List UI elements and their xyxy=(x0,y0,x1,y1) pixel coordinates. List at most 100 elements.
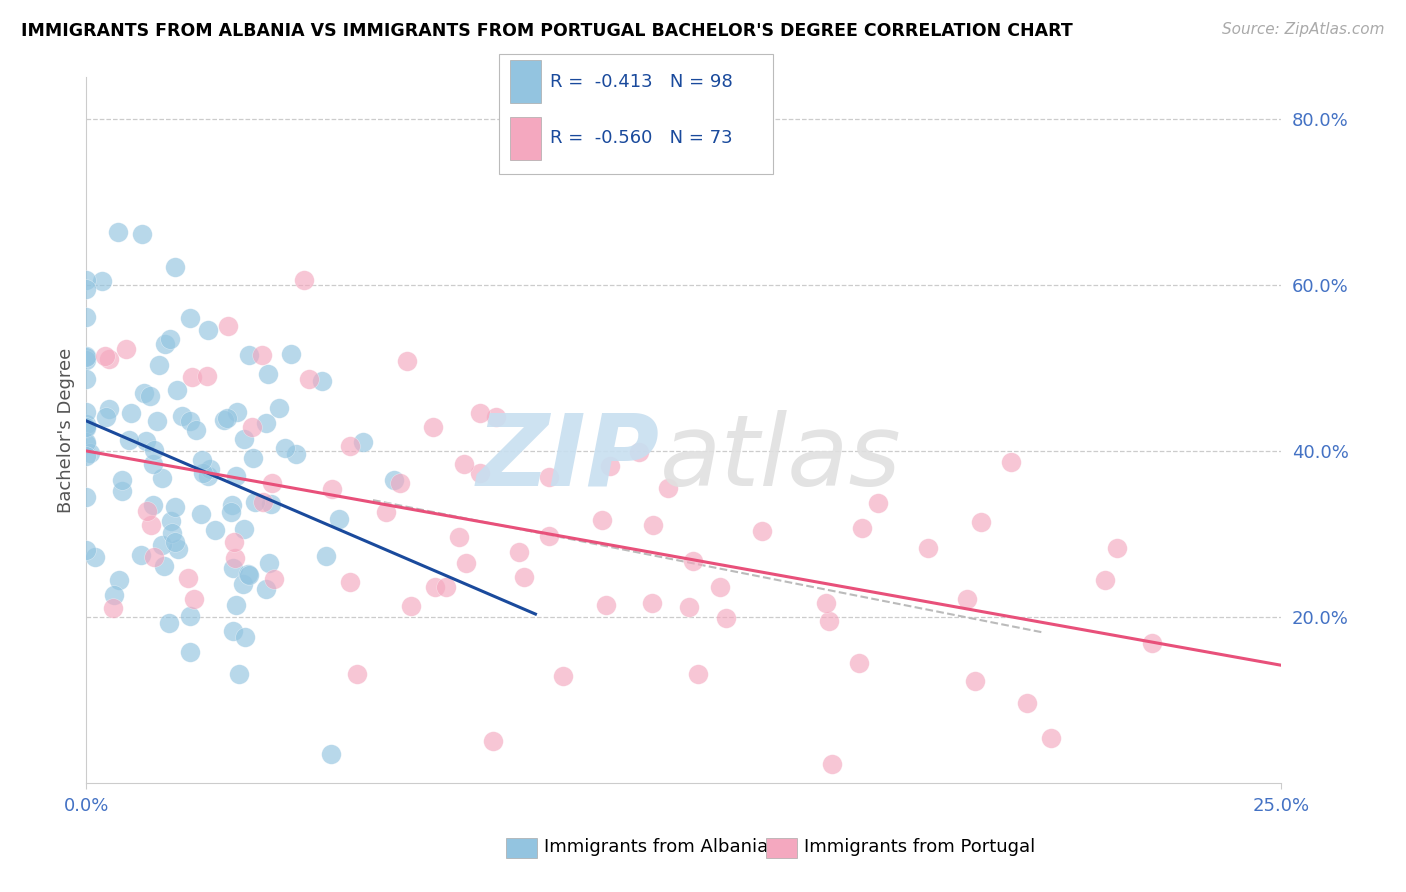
Point xyxy=(315,549,337,564)
Point xyxy=(179,310,201,325)
Point xyxy=(165,535,187,549)
Point xyxy=(165,500,187,514)
Point xyxy=(212,413,235,427)
Point xyxy=(866,496,889,510)
Point xyxy=(183,591,205,606)
Point xyxy=(436,580,458,594)
Point xyxy=(132,386,155,401)
Point xyxy=(75,420,97,434)
Point xyxy=(186,424,208,438)
Point xyxy=(294,273,316,287)
Point xyxy=(221,505,243,519)
Point xyxy=(238,567,260,582)
Point xyxy=(963,673,986,688)
Text: Source: ZipAtlas.com: Source: ZipAtlas.com xyxy=(1222,22,1385,37)
Point xyxy=(83,550,105,565)
Point xyxy=(120,406,142,420)
Point xyxy=(111,484,134,499)
Point xyxy=(817,614,839,628)
Point xyxy=(75,372,97,386)
Point xyxy=(449,530,471,544)
Point xyxy=(204,523,226,537)
Point xyxy=(165,260,187,274)
Point xyxy=(75,282,97,296)
Point xyxy=(468,406,491,420)
Point xyxy=(75,421,97,435)
Point xyxy=(94,349,117,363)
Point xyxy=(257,557,280,571)
Text: atlas: atlas xyxy=(659,409,901,507)
Point xyxy=(191,466,214,480)
Point xyxy=(591,512,613,526)
Point xyxy=(599,458,621,473)
Point xyxy=(75,449,97,463)
Point xyxy=(152,471,174,485)
Point xyxy=(382,473,405,487)
Point xyxy=(280,347,302,361)
Point xyxy=(508,545,530,559)
Text: IMMIGRANTS FROM ALBANIA VS IMMIGRANTS FROM PORTUGAL BACHELOR'S DEGREE CORRELATIO: IMMIGRANTS FROM ALBANIA VS IMMIGRANTS FR… xyxy=(21,22,1073,40)
Point xyxy=(456,556,478,570)
Point xyxy=(970,515,993,529)
Point xyxy=(1140,636,1163,650)
Point xyxy=(257,368,280,382)
Point xyxy=(298,372,321,386)
Text: Immigrants from Albania: Immigrants from Albania xyxy=(544,838,768,856)
Point xyxy=(627,444,650,458)
Point xyxy=(217,318,239,333)
Point xyxy=(222,535,245,549)
Point xyxy=(319,747,342,762)
Point xyxy=(1039,731,1062,745)
Point xyxy=(339,574,361,589)
Text: R =  -0.560   N = 73: R = -0.560 N = 73 xyxy=(550,129,733,147)
Point xyxy=(143,550,166,565)
Point xyxy=(75,491,97,505)
Point xyxy=(751,524,773,539)
Point xyxy=(485,409,508,424)
Point xyxy=(1107,541,1129,555)
Point xyxy=(75,417,97,431)
Point xyxy=(79,446,101,460)
Point xyxy=(228,666,250,681)
Point xyxy=(177,571,200,585)
Point xyxy=(1000,455,1022,469)
Point xyxy=(252,494,274,508)
Point xyxy=(269,401,291,415)
Point xyxy=(274,441,297,455)
Point xyxy=(225,469,247,483)
Point xyxy=(197,323,219,337)
Point xyxy=(513,570,536,584)
Point xyxy=(75,405,97,419)
Point xyxy=(166,383,188,397)
Point xyxy=(135,434,157,448)
Point xyxy=(152,559,174,574)
Text: R =  -0.413   N = 98: R = -0.413 N = 98 xyxy=(550,73,733,91)
Point xyxy=(179,608,201,623)
Point xyxy=(90,274,112,288)
Point xyxy=(225,404,247,418)
Point xyxy=(160,525,183,540)
Point xyxy=(284,447,307,461)
Point xyxy=(150,538,173,552)
Point xyxy=(197,469,219,483)
Point xyxy=(709,580,731,594)
Point xyxy=(224,551,246,566)
Point xyxy=(101,601,124,615)
Point xyxy=(955,591,977,606)
Point xyxy=(321,483,343,497)
Y-axis label: Bachelor's Degree: Bachelor's Degree xyxy=(58,347,75,513)
Point xyxy=(75,543,97,558)
Point xyxy=(233,522,256,536)
Point xyxy=(537,529,560,543)
Point xyxy=(222,624,245,638)
Point xyxy=(142,443,165,458)
Point xyxy=(142,498,165,512)
Point xyxy=(179,644,201,658)
Point xyxy=(388,476,411,491)
Point xyxy=(215,411,238,425)
Point xyxy=(595,598,617,612)
Point xyxy=(111,473,134,487)
Point xyxy=(135,504,157,518)
Point xyxy=(157,615,180,630)
Point xyxy=(195,368,218,383)
